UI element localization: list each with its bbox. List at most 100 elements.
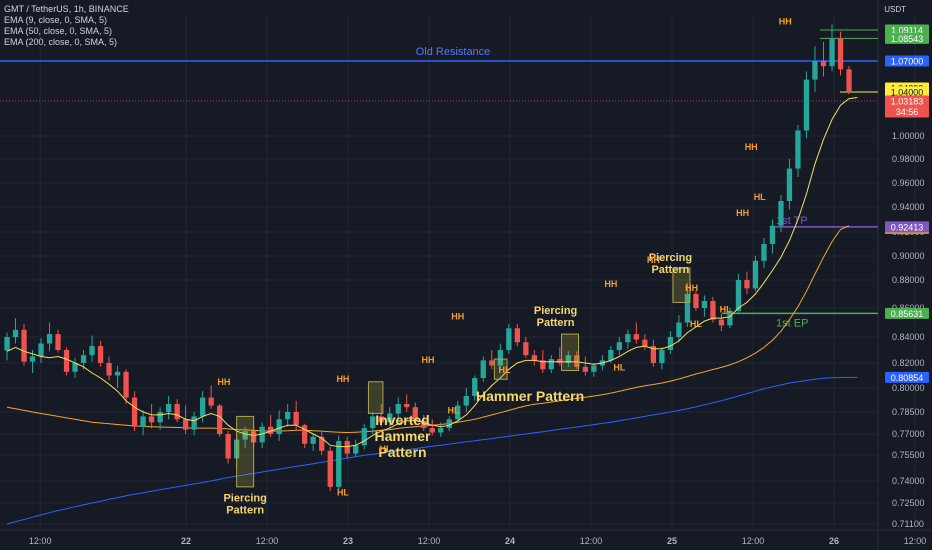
pattern-label: Pattern [537,317,575,329]
swing-label: HL [499,365,511,375]
candle-body [242,431,248,440]
candle-body [276,419,282,434]
time-tick-label: 12:00 [29,536,52,546]
candle-body [72,363,78,372]
candle-body [55,334,61,350]
candle-body [693,294,699,308]
swing-label: HH [217,377,230,387]
price-tick-label: 0.75500 [892,450,925,460]
candle-body [514,328,520,343]
price-tag-text: 0.80854 [891,373,924,383]
price-tick-label: 0.82000 [892,358,925,368]
price-tick-label: 0.74000 [892,476,925,486]
candle-body [642,339,648,347]
pattern-box [561,333,580,372]
symbol-title: GMT / TetherUS, 1h, BINANCE [4,4,129,14]
price-tag [885,95,929,118]
price-tick-label: 0.78500 [892,407,925,417]
candle-body [438,428,444,433]
pattern-label: Pattern [378,444,426,460]
pattern-label: Pattern [651,264,689,276]
price-tick-label: 0.98000 [892,154,925,164]
candle-body [472,378,478,396]
candle-body [208,397,214,406]
candle-body [387,413,393,423]
candle-body [225,434,231,459]
price-tick-label: 0.71100 [892,519,924,529]
pattern-label: Inverted [375,412,429,428]
candle-body [582,366,588,372]
candle-body [803,79,810,131]
candle-body [659,350,665,363]
candle-body [131,397,138,427]
candle-body [812,61,818,80]
price-tag [885,86,929,98]
swing-label: HL [720,304,732,314]
candle-body [557,359,563,363]
time-tick-label: 24 [505,536,515,546]
pattern-label: Piercing [649,252,692,264]
candle-body [701,301,708,308]
candle-body [778,201,784,226]
candle-body [378,416,384,423]
candle-body [727,310,733,326]
ema200-line [6,376,858,525]
candle-body [12,329,19,338]
candle-body [506,328,512,350]
price-tick-label: 0.77000 [892,429,925,439]
candle-body [625,334,631,343]
ema50-legend: EMA (50, close, 0, SMA, 5) [4,26,113,36]
candle-body [676,322,682,337]
time-tick-label: 12:00 [256,536,279,546]
resistance-label: Old Resistance [416,46,491,58]
pattern-box [236,415,255,488]
swing-label: HL [379,444,391,454]
swing-label: HH [779,16,792,26]
level-price-tag-text: 0.92413 [891,222,924,232]
price-tick-label: 0.96000 [892,178,925,188]
candle-body [548,359,554,370]
candle-body [574,355,580,367]
candle-body [148,416,155,423]
candle-body [446,419,452,429]
time-tick-label: 25 [667,536,677,546]
candle-body [395,404,401,414]
candle-body [608,350,614,361]
pattern-label: Piercing [534,305,577,317]
price-tick-label: 0.90000 [892,251,925,261]
swing-label: HH [736,208,749,218]
candle-body [846,69,852,92]
candle-body [140,416,146,427]
time-tick-label: 12:00 [580,536,603,546]
price-tag [885,32,929,44]
candle-body [21,329,27,362]
price-tag [885,24,929,36]
candle-body [166,404,172,412]
pattern-box [367,381,384,414]
ep-label: 1st EP [776,317,808,329]
candle-body [667,337,674,350]
time-tick-label: 23 [343,536,353,546]
candle-body [565,355,571,363]
candle-body [302,425,308,444]
price-tick-label: 0.94000 [892,202,925,212]
candle-body [123,371,129,398]
swing-label: HL [754,192,766,202]
candle-body [795,130,801,169]
candle-body [370,416,376,429]
pattern-label: Hammer [374,428,431,444]
price-tick-label: 1.00000 [892,131,925,141]
candle-body [710,301,716,320]
candle-body [327,450,333,487]
countdown-text: 34:56 [896,107,919,117]
pattern-box [672,267,691,303]
candle-body [480,360,486,378]
pattern-label: Hammer Pattern [476,388,584,404]
swing-label: HH [647,255,660,265]
level-price-tag-text: 1.07000 [891,57,924,67]
time-tick-label: 22 [181,536,191,546]
candle-body [46,334,53,344]
